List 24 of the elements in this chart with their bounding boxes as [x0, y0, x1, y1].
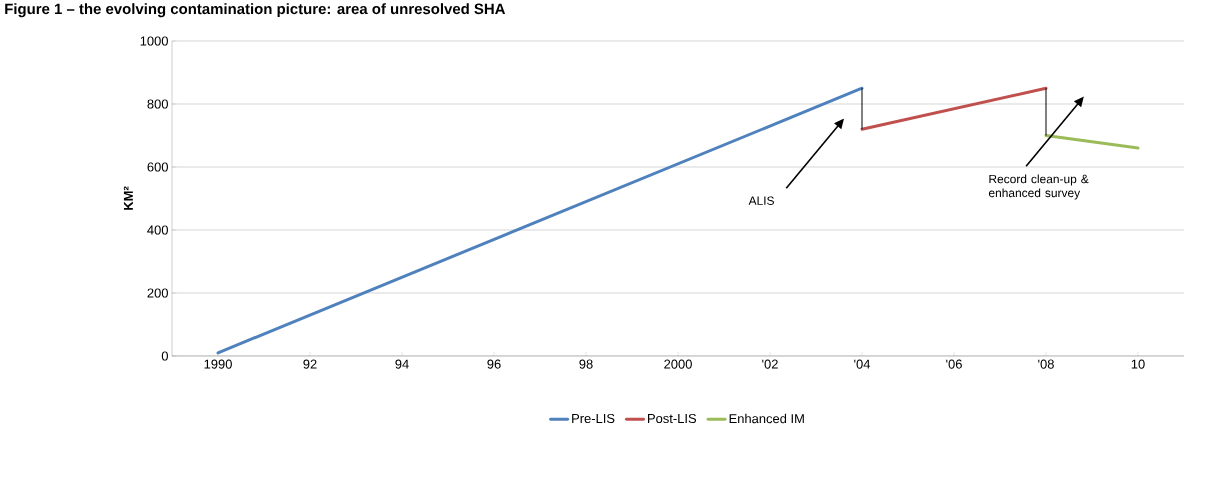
x-tick-label: 10 [1131, 359, 1145, 369]
x-tick-label: '02 [762, 359, 778, 369]
chart-title: Figure 1 – the evolving contamination picture: area of unresolved SHA [5, 3, 506, 18]
legend-label: Pre-LIS [572, 413, 615, 424]
x-tick-label: 96 [487, 359, 501, 369]
y-tick-label: 400 [147, 225, 168, 235]
y-tick-label: 800 [147, 99, 168, 109]
annotation: ALIS [748, 196, 774, 205]
x-tick-label: '08 [1038, 359, 1054, 369]
y-tick-label: 600 [147, 162, 168, 172]
x-tick-label: '04 [854, 359, 871, 369]
y-tick-label: 0 [161, 351, 168, 361]
x-tick-label: '06 [946, 359, 962, 369]
x-tick-label: 92 [303, 359, 317, 369]
y-axis-title: KM² [123, 186, 133, 210]
legend-label: Post-LIS [648, 413, 697, 424]
x-tick-label: 1990 [204, 359, 232, 369]
x-tick-label: 98 [579, 359, 593, 369]
annotation: Record clean-up & enhanced survey [988, 174, 1089, 200]
legend-label: Enhanced IM [729, 413, 804, 424]
x-tick-label: 94 [395, 359, 409, 369]
x-tick-label: 2000 [664, 359, 692, 369]
y-tick-label: 200 [147, 288, 168, 298]
y-tick-label: 1000 [140, 36, 168, 46]
